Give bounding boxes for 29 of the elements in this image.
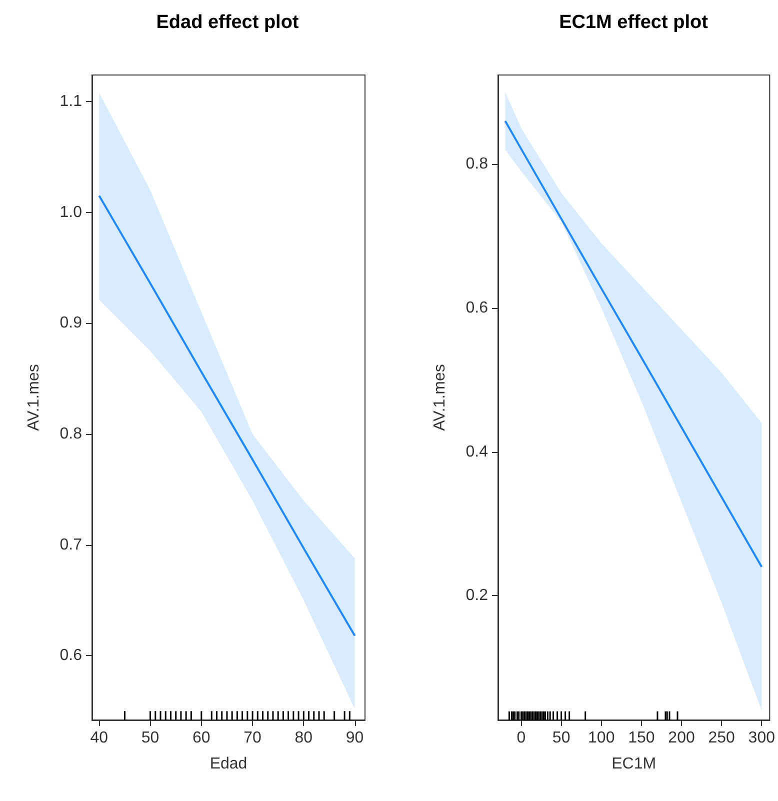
x-tick-label: 50	[552, 730, 570, 746]
y-axis-title: AV.1.mes	[432, 364, 448, 431]
x-tick-label: 90	[346, 730, 364, 746]
x-axis-title: Edad	[210, 756, 248, 772]
x-tick-label: 150	[628, 730, 655, 746]
x-tick-label: 80	[294, 730, 313, 746]
y-tick-label: 0.7	[60, 536, 82, 554]
y-axis-title: AV.1.mes	[26, 364, 42, 431]
x-tick-label: 100	[588, 730, 615, 746]
y-tick-label: 0.4	[466, 443, 488, 460]
x-tick-label: 70	[244, 730, 262, 746]
y-tick-label: 0.9	[60, 314, 82, 332]
x-tick-label: 50	[141, 730, 160, 746]
x-tick-label: 60	[192, 730, 210, 746]
chart-title: EC1M effect plot	[559, 12, 709, 33]
y-tick-label: 0.6	[466, 299, 488, 316]
x-tick-label: 200	[668, 730, 695, 746]
y-tick-label: 0.2	[466, 587, 488, 604]
x-tick-label: 40	[90, 730, 108, 746]
x-axis-title: EC1M	[612, 756, 656, 772]
y-tick-label: 1.0	[60, 204, 82, 221]
x-tick-label: 0	[516, 730, 526, 746]
y-tick-label: 0.8	[466, 156, 488, 173]
x-tick-label: 250	[708, 730, 736, 746]
x-tick-label: 300	[748, 730, 776, 746]
chart-title: Edad effect plot	[156, 12, 300, 33]
y-tick-label: 1.1	[60, 93, 82, 110]
y-tick-label: 0.6	[60, 647, 82, 664]
y-tick-label: 0.8	[60, 426, 82, 443]
